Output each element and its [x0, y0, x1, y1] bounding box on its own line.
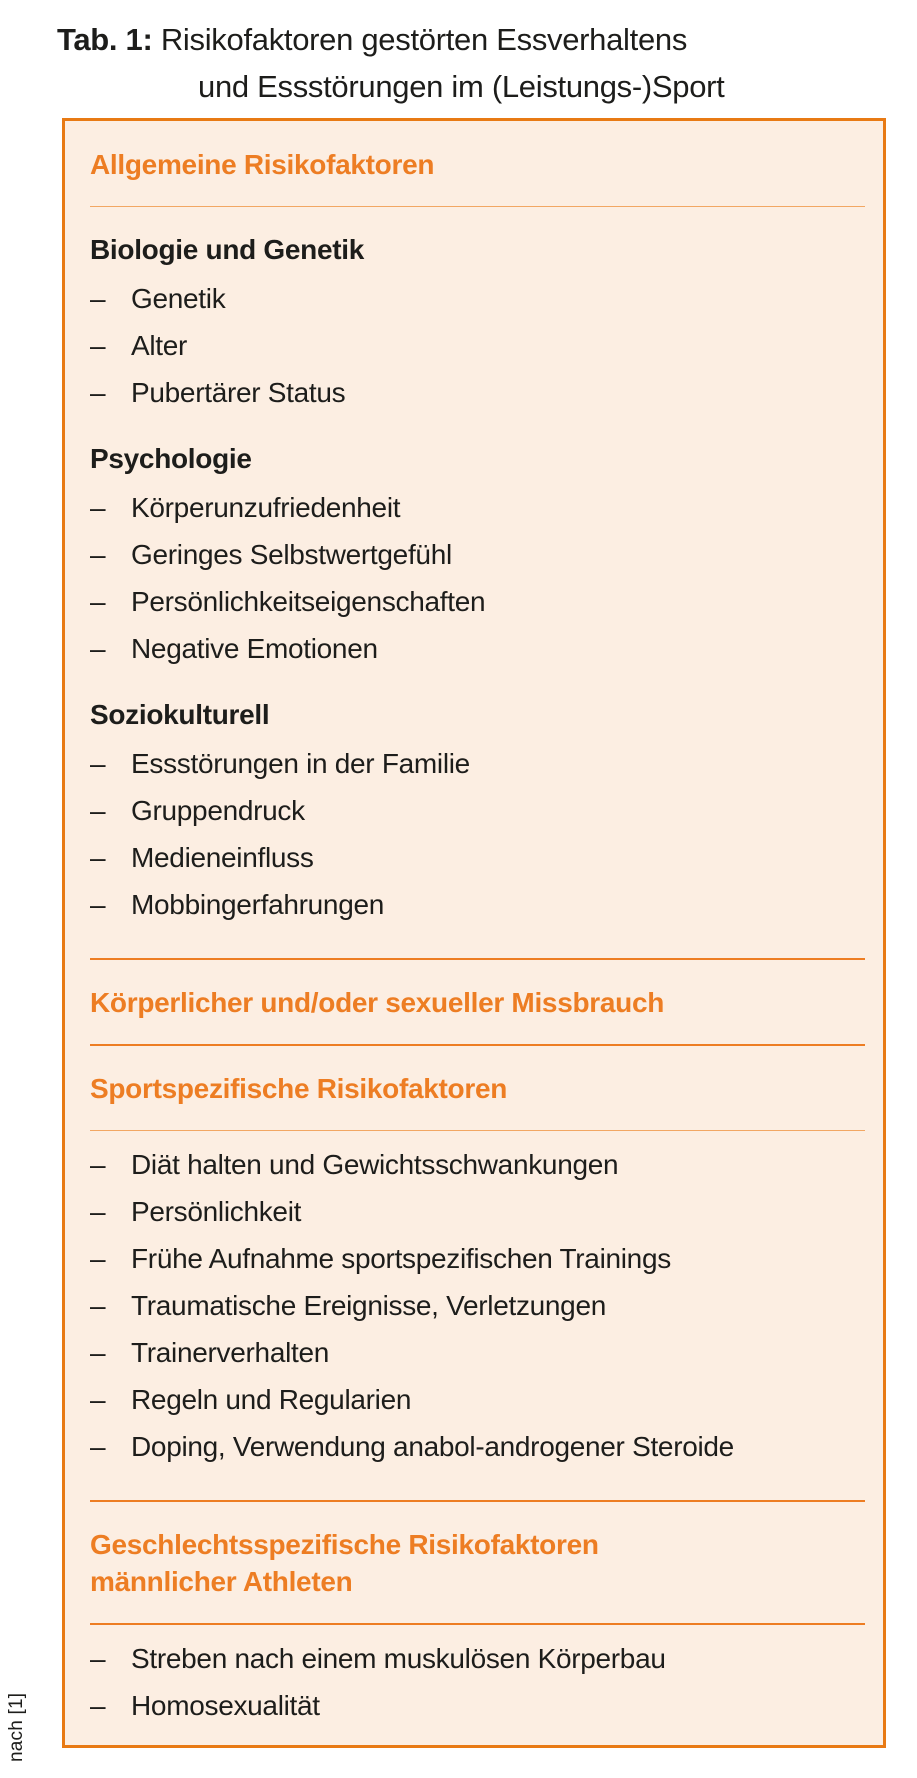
list-item: – Medieneinfluss: [90, 834, 865, 881]
list-item-text: Homosexualität: [131, 1690, 320, 1721]
list-item-text: Traumatische Ereignisse, Verletzungen: [131, 1290, 607, 1321]
dash-bullet: –: [90, 748, 106, 779]
heading-underline: [90, 1130, 865, 1131]
list-item: – Negative Emotionen: [90, 625, 865, 672]
heading-underline: [90, 206, 865, 207]
list-item-text: Diät halten und Gewichtsschwankungen: [131, 1149, 619, 1180]
item-list-psychologie: – Körperunzufriedenheit – Geringes Selbstw…: [90, 484, 865, 672]
section-heading-allgemeine: Allgemeine Risikofaktoren: [90, 149, 435, 180]
list-item-text: Pubertärer Status: [131, 377, 346, 408]
list-item: – Genetik: [90, 275, 865, 322]
caption-title-text: Risikofaktoren gestörten Essverhaltens: [160, 22, 688, 57]
heading-line-2: männlicher Athleten: [90, 1566, 353, 1597]
dash-bullet: –: [90, 539, 106, 570]
list-item: – Diät halten und Gewichtsschwankungen: [90, 1141, 865, 1188]
list-item-text: Medieneinfluss: [131, 842, 314, 873]
item-list-soziokulturell: – Essstörungen in der Familie – Gruppendru…: [90, 740, 865, 928]
dash-bullet: –: [90, 330, 106, 361]
risk-factor-table: Allgemeine Risikofaktoren Biologie und G…: [62, 118, 886, 1748]
list-item-text: Negative Emotionen: [131, 633, 378, 664]
list-item: – Gruppendruck: [90, 787, 865, 834]
dash-bullet: –: [90, 1243, 106, 1274]
list-item-text: Geringes Selbstwertgefühl: [131, 539, 452, 570]
subheading-soziokulturell: Soziokulturell: [90, 699, 270, 730]
list-item-text: Essstörungen in der Familie: [131, 748, 470, 779]
list-item: – Pubertärer Status: [90, 369, 865, 416]
dash-bullet: –: [90, 1149, 106, 1180]
heading-underline: [90, 1623, 865, 1625]
caption-line-2: und Essstörungen im (Leistungs-)Sport: [198, 69, 725, 104]
section-heading-sportspezifisch: Sportspezifische Risikofaktoren: [90, 1073, 508, 1104]
dash-bullet: –: [90, 1384, 106, 1415]
list-item: – Streben nach einem muskulösen Körperbau: [90, 1635, 865, 1682]
section-divider: [90, 958, 865, 960]
list-item-text: Streben nach einem muskulösen Körperbau: [131, 1643, 666, 1674]
list-item: – Doping, Verwendung anabol-androgener St…: [90, 1423, 865, 1470]
list-item: – Frühe Aufnahme sportspezifischen Traini…: [90, 1235, 865, 1282]
list-item-text: Persönlichkeitseigenschaften: [131, 586, 486, 617]
list-item-text: Trainerverhalten: [131, 1337, 330, 1368]
list-item-text: Regeln und Regularien: [131, 1384, 412, 1415]
list-item-text: Gruppendruck: [131, 795, 305, 826]
dash-bullet: –: [90, 889, 106, 920]
section-divider: [90, 1500, 865, 1502]
dash-bullet: –: [90, 1290, 106, 1321]
dash-bullet: –: [90, 1643, 106, 1674]
item-list-biologie: – Genetik – Alter – Pubertärer Status: [90, 275, 865, 416]
list-item: – Trainerverhalten: [90, 1329, 865, 1376]
dash-bullet: –: [90, 842, 106, 873]
dash-bullet: –: [90, 1690, 106, 1721]
dash-bullet: –: [90, 283, 106, 314]
section-heading-missbrauch: Körperlicher und/oder sexueller Missbrau…: [90, 987, 665, 1018]
list-item: – Persönlichkeit: [90, 1188, 865, 1235]
list-item: – Mobbingerfahrungen: [90, 881, 865, 928]
list-item-text: Alter: [131, 330, 188, 361]
list-item: – Körperunzufriedenheit: [90, 484, 865, 531]
item-list-sportspezifisch: – Diät halten und Gewichtsschwankungen – P…: [90, 1141, 865, 1470]
dash-bullet: –: [90, 586, 106, 617]
table-caption: Tab. 1: Risikofaktoren gestörten Essverh…: [57, 16, 725, 110]
section-divider: [90, 1044, 865, 1046]
dash-bullet: –: [90, 377, 106, 408]
list-item-text: Mobbingerfahrungen: [131, 889, 385, 920]
dash-bullet: –: [90, 1337, 106, 1368]
dash-bullet: –: [90, 633, 106, 664]
caption-label: Tab. 1:: [57, 22, 153, 57]
subheading-biologie: Biologie und Genetik: [90, 234, 365, 265]
list-item-text: Persönlichkeit: [131, 1196, 302, 1227]
list-item: – Geringes Selbstwertgefühl: [90, 531, 865, 578]
item-list-geschlechtsspezifisch: – Streben nach einem muskulösen Körperbau…: [90, 1635, 865, 1729]
dash-bullet: –: [90, 492, 106, 523]
dash-bullet: –: [90, 1431, 106, 1462]
section-heading-geschlechtsspezifisch: Geschlechtsspezifische Risikofaktoren mä…: [90, 1528, 865, 1599]
list-item: – Alter: [90, 322, 865, 369]
dash-bullet: –: [90, 1196, 106, 1227]
caption-line-1: Tab. 1: Risikofaktoren gestörten Essverh…: [57, 16, 725, 63]
source-citation-note: nach [1]: [6, 1692, 27, 1762]
list-item-text: Genetik: [131, 283, 226, 314]
dash-bullet: –: [90, 795, 106, 826]
heading-line-1: Geschlechtsspezifische Risikofaktoren: [90, 1529, 599, 1560]
list-item-text: Körperunzufriedenheit: [131, 492, 401, 523]
list-item: – Regeln und Regularien: [90, 1376, 865, 1423]
list-item-text: Doping, Verwendung anabol-androgener Ste…: [131, 1431, 734, 1462]
subheading-psychologie: Psychologie: [90, 443, 252, 474]
list-item: – Traumatische Ereignisse, Verletzungen: [90, 1282, 865, 1329]
list-item-text: Frühe Aufnahme sportspezifischen Trainin…: [131, 1243, 671, 1274]
list-item: – Essstörungen in der Familie: [90, 740, 865, 787]
list-item: – Persönlichkeitseigenschaften: [90, 578, 865, 625]
list-item: – Homosexualität: [90, 1682, 865, 1729]
